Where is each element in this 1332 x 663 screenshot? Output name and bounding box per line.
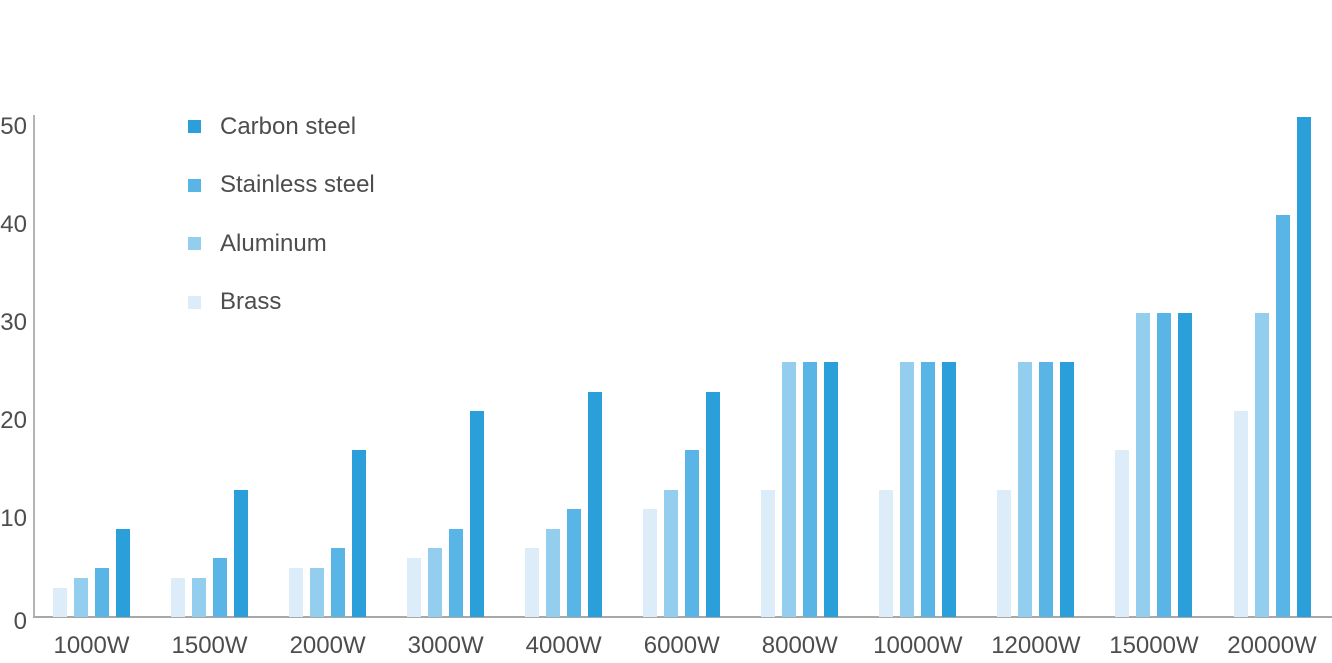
legend-item-carbon-steel: Carbon steel: [188, 113, 375, 140]
bar-carbon-steel-8000w: [824, 362, 839, 617]
bar-aluminum-8000w: [782, 362, 797, 617]
bar-brass-12000w: [997, 489, 1012, 617]
y-axis: [33, 115, 35, 618]
legend-label: Aluminum: [220, 229, 327, 257]
bar-brass-3000w: [407, 558, 422, 617]
bar-carbon-steel-3000w: [470, 411, 485, 617]
bar-aluminum-3000w: [428, 548, 443, 617]
bar-aluminum-1500w: [192, 577, 207, 617]
bar-brass-8000w: [761, 489, 776, 617]
legend-item-brass: Brass: [188, 288, 375, 316]
x-tick-label: 6000W: [643, 632, 720, 659]
bar-stainless-steel-8000w: [803, 362, 818, 617]
bar-stainless-steel-20000w: [1275, 215, 1290, 617]
bar-carbon-steel-12000w: [1060, 362, 1075, 617]
legend-label: Stainless steel: [220, 171, 375, 198]
bar-brass-10000w: [879, 489, 894, 617]
bar-stainless-steel-1500w: [213, 558, 228, 617]
bar-stainless-steel-6000w: [685, 450, 700, 617]
y-tick-label: 50: [0, 113, 27, 140]
bar-aluminum-10000w: [900, 362, 915, 617]
x-axis: [33, 616, 1332, 618]
bar-stainless-steel-3000w: [449, 528, 464, 617]
bar-aluminum-4000w: [546, 528, 561, 617]
legend: Carbon steel Stainless steel Aluminum Br…: [188, 113, 375, 347]
x-tick-label: 2000W: [289, 632, 366, 659]
bar-aluminum-6000w: [664, 489, 679, 617]
bar-carbon-steel-1000w: [116, 528, 130, 617]
bar-aluminum-15000w: [1136, 313, 1151, 617]
bar-stainless-steel-15000w: [1157, 313, 1172, 617]
y-tick-label: 20: [0, 407, 27, 434]
x-tick-label: 12000W: [991, 632, 1081, 659]
bar-stainless-steel-12000w: [1039, 362, 1054, 617]
x-tick-label: 1000W: [53, 632, 130, 659]
legend-swatch-aluminum: [188, 237, 201, 250]
legend-swatch-stainless-steel: [188, 178, 201, 192]
legend-item-aluminum: Aluminum: [188, 230, 375, 257]
bar-stainless-steel-2000w: [331, 548, 346, 617]
x-tick-label: 3000W: [407, 632, 484, 659]
bar-aluminum-2000w: [310, 568, 325, 617]
legend-swatch-carbon-steel: [188, 120, 201, 133]
bar-carbon-steel-6000w: [706, 391, 721, 617]
bar-carbon-steel-15000w: [1178, 313, 1193, 617]
bar-brass-1000w: [53, 587, 67, 617]
bar-carbon-steel-10000w: [942, 362, 957, 617]
bar-aluminum-20000w: [1254, 313, 1269, 617]
bar-brass-15000w: [1115, 450, 1130, 617]
bar-carbon-steel-2000w: [352, 450, 367, 617]
bar-brass-2000w: [289, 568, 304, 617]
bar-stainless-steel-1000w: [95, 568, 109, 617]
bar-brass-20000w: [1233, 411, 1248, 617]
y-tick-label: 40: [0, 211, 27, 238]
y-tick-label: 10: [0, 505, 27, 532]
x-tick-label: 10000W: [873, 632, 963, 659]
bar-stainless-steel-4000w: [567, 509, 582, 617]
x-tick-label: 1500W: [171, 632, 248, 659]
x-tick-label: 4000W: [525, 632, 602, 659]
bar-aluminum-12000w: [1018, 362, 1033, 617]
x-tick-label: 8000W: [761, 632, 838, 659]
legend-item-stainless-steel: Stainless steel: [188, 171, 375, 199]
legend-label: Brass: [220, 288, 282, 315]
bar-carbon-steel-20000w: [1296, 117, 1311, 617]
bar-carbon-steel-4000w: [588, 391, 603, 617]
y-tick-label: 30: [0, 309, 27, 336]
bar-stainless-steel-10000w: [921, 362, 936, 617]
bar-aluminum-1000w: [74, 577, 88, 617]
legend-label: Carbon steel: [220, 112, 357, 140]
x-tick-label: 15000W: [1109, 632, 1199, 659]
y-tick-label: 0: [13, 608, 27, 635]
bar-carbon-steel-1500w: [234, 489, 249, 617]
x-tick-label: 20000W: [1227, 632, 1317, 659]
bar-brass-4000w: [525, 548, 540, 617]
bar-brass-1500w: [171, 577, 186, 617]
legend-swatch-brass: [188, 295, 201, 309]
bar-brass-6000w: [643, 509, 658, 617]
